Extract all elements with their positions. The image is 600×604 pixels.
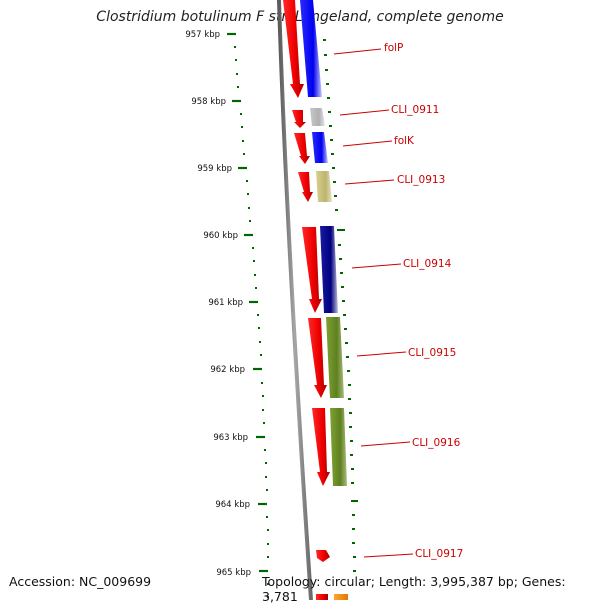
gene-label-cli0914: CLI_0914 — [403, 258, 452, 270]
label-leaders — [333, 48, 414, 558]
cds-arrow-next — [316, 594, 328, 600]
ruler-label: 957 kbp — [185, 30, 220, 40]
ruler-labels: 957 kbp 958 kbp 959 kbp 960 kbp 961 kbp … — [185, 30, 251, 578]
cds-arrow-cli0915 — [308, 318, 327, 398]
ruler-label: 965 kbp — [216, 568, 251, 578]
cds-arrow-cli0913 — [298, 172, 313, 202]
cog-block-cli0914 — [320, 226, 338, 313]
ruler-label: 963 kbp — [213, 433, 248, 443]
cog-block-cli0916 — [330, 408, 347, 486]
cds-arrow-cli0917 — [316, 550, 330, 562]
ruler-label: 958 kbp — [191, 97, 226, 107]
cds-track — [283, 0, 330, 600]
ruler-minor-ticks — [234, 46, 269, 598]
ruler-label: 961 kbp — [208, 298, 243, 308]
gene-label-cli0917: CLI_0917 — [415, 548, 463, 560]
cog-track — [300, 0, 348, 600]
cds-arrow-cli0911-b — [292, 110, 306, 128]
cog-block-folP — [300, 0, 322, 97]
cog-block-cli0911 — [310, 108, 325, 126]
accession-label: Accession: NC_009699 — [9, 574, 152, 589]
gene-label-folP: folP — [384, 42, 403, 54]
gene-label-cli0916: CLI_0916 — [412, 437, 461, 449]
gene-label-cli0913: CLI_0913 — [397, 174, 445, 186]
ruler-label: 964 kbp — [215, 500, 250, 510]
gene-label-cli0915: CLI_0915 — [408, 347, 456, 359]
cog-block-cli0913 — [316, 171, 332, 202]
ruler-major-ticks — [227, 32, 268, 573]
cds-arrow-cli0916 — [312, 408, 330, 486]
cog-block-cli0915 — [326, 317, 344, 398]
cds-arrow-folP — [283, 0, 304, 98]
gene-label-cli0911: CLI_0911 — [391, 104, 439, 116]
outer-track-ticks — [323, 39, 358, 572]
cog-block-folK — [312, 132, 328, 163]
gene-labels: folP CLI_0911 folK CLI_0913 CLI_0914 CLI… — [384, 42, 463, 560]
gene-label-folK: folK — [394, 135, 415, 147]
ruler-label: 962 kbp — [210, 365, 245, 375]
cds-arrow-cli0914 — [302, 227, 322, 313]
genome-backbone — [277, 0, 313, 600]
ruler-label: 959 kbp — [197, 164, 232, 174]
cds-arrow-folK — [294, 133, 310, 164]
map-title: Clostridium botulinum F str. Langeland, … — [96, 9, 504, 25]
cog-block-next — [334, 594, 348, 600]
ruler-label: 960 kbp — [203, 231, 238, 241]
